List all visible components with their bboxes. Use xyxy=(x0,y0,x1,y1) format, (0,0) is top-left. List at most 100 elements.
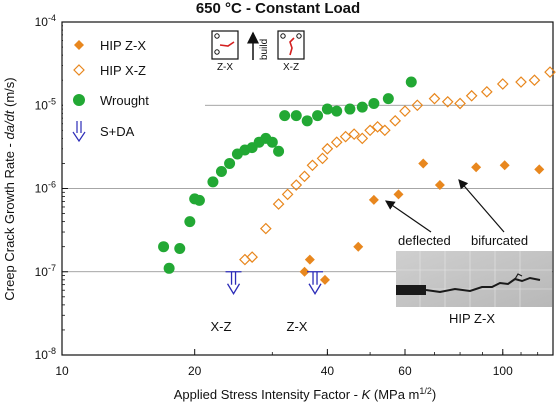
point-hip-xz xyxy=(364,124,376,137)
legend-label-wrought: Wrought xyxy=(100,93,149,108)
point-hip-xz xyxy=(389,114,402,127)
point-wrought xyxy=(290,110,302,122)
point-hip-xz xyxy=(281,188,294,201)
point-hip-xz xyxy=(454,97,466,110)
sda-head xyxy=(308,283,322,296)
annotation-deflected: deflected xyxy=(398,233,451,248)
point-hip-xz xyxy=(298,170,311,183)
point-hip-xz xyxy=(316,152,329,165)
point-wrought xyxy=(331,105,343,117)
orient-zx-label: Z-X xyxy=(217,62,233,73)
point-sda xyxy=(225,271,242,296)
inset-caption: HIP Z-X xyxy=(449,311,495,326)
point-hip-zx xyxy=(304,254,315,265)
point-hip-xz xyxy=(399,105,411,117)
y-axis-label: Creep Crack Growth Rate - da/dt (m/s) xyxy=(2,77,17,300)
y-axis-ticks: 10-8 10-7 10-6 10-5 10-4 xyxy=(35,13,68,362)
y-tick-label: 10-6 xyxy=(35,180,56,196)
point-wrought xyxy=(301,115,313,127)
legend-marker-wrought xyxy=(73,94,85,106)
point-hip-xz xyxy=(348,128,360,140)
point-hip-zx xyxy=(353,241,364,252)
point-wrought xyxy=(184,216,196,228)
point-hip-xz xyxy=(306,159,319,172)
x-tick-label: 100 xyxy=(493,364,513,378)
point-hip-xz xyxy=(321,142,334,155)
point-hip-xz xyxy=(411,99,424,112)
point-wrought xyxy=(321,103,333,115)
point-hip-zx xyxy=(471,162,482,173)
arrow-bifurcated xyxy=(458,179,505,233)
point-hip-xz xyxy=(496,78,509,90)
point-hip-xz xyxy=(339,130,352,143)
annotation-xz: X-Z xyxy=(211,319,232,334)
point-hip-zx xyxy=(418,158,429,169)
legend-label-sda: S+DA xyxy=(100,124,135,139)
point-hip-xz xyxy=(356,132,369,145)
point-hip-xz xyxy=(428,92,441,105)
chart-title: 650 °C - Constant Load xyxy=(195,0,361,17)
legend xyxy=(63,23,205,161)
point-wrought xyxy=(368,97,380,109)
legend-marker-sda xyxy=(72,121,86,143)
point-wrought xyxy=(224,157,236,169)
point-wrought xyxy=(356,101,368,113)
y-tick-label: 10-4 xyxy=(35,13,56,29)
point-hip-xz xyxy=(259,222,272,235)
y-tick-label: 10-5 xyxy=(35,96,56,112)
point-wrought xyxy=(279,110,291,122)
point-wrought xyxy=(207,176,219,188)
annotation-bifurcated: bifurcated xyxy=(471,233,528,248)
point-wrought xyxy=(382,93,394,105)
point-wrought xyxy=(163,262,175,274)
x-tick-label: 10 xyxy=(55,364,69,378)
point-hip-xz xyxy=(290,179,303,191)
point-hip-xz xyxy=(272,198,285,210)
x-tick-label: 60 xyxy=(398,364,412,378)
point-hip-xz xyxy=(528,74,541,87)
data-points xyxy=(158,66,556,296)
point-hip-zx xyxy=(434,180,445,191)
legend-marker-hip-xz xyxy=(73,64,85,76)
point-wrought xyxy=(312,110,324,122)
annotation-zx: Z-X xyxy=(287,319,308,334)
point-hip-zx xyxy=(534,164,545,175)
y-tick-label: 10-8 xyxy=(35,346,56,362)
point-sda xyxy=(307,271,324,296)
orientation-schematic xyxy=(211,30,305,60)
point-hip-xz xyxy=(515,76,527,88)
point-wrought xyxy=(158,241,170,253)
crack-path xyxy=(425,276,541,294)
sda-head xyxy=(226,283,241,296)
x-tick-label: 40 xyxy=(321,364,335,378)
orient-xz-label: X-Z xyxy=(283,62,299,73)
point-wrought xyxy=(215,166,227,178)
inset-micrograph xyxy=(396,251,552,307)
point-hip-xz xyxy=(544,66,556,78)
x-tick-label: 20 xyxy=(188,364,202,378)
point-hip-xz xyxy=(480,85,493,98)
point-hip-xz xyxy=(246,251,258,263)
point-wrought xyxy=(266,136,278,148)
point-hip-xz xyxy=(371,121,384,133)
point-hip-zx xyxy=(393,189,404,200)
point-wrought xyxy=(405,76,417,88)
x-axis-ticks: 10 20 40 60 100 xyxy=(55,349,539,378)
point-wrought xyxy=(174,243,186,255)
point-hip-xz xyxy=(441,95,454,108)
point-hip-zx xyxy=(499,160,510,171)
point-wrought xyxy=(193,194,205,206)
legend-label-hip-xz: HIP X-Z xyxy=(100,63,146,78)
x-axis-label: Applied Stress Intensity Factor - K (MPa… xyxy=(174,386,437,402)
y-tick-label: 10-7 xyxy=(35,263,56,279)
point-wrought xyxy=(344,103,356,115)
point-wrought xyxy=(273,145,285,157)
point-hip-xz xyxy=(378,124,391,137)
point-hip-xz xyxy=(465,89,478,102)
point-hip-zx xyxy=(319,274,330,285)
arrow-deflected xyxy=(385,200,432,233)
legend-marker-hip-zx xyxy=(74,40,84,50)
point-hip-zx xyxy=(299,266,310,277)
build-label: build xyxy=(259,39,270,60)
